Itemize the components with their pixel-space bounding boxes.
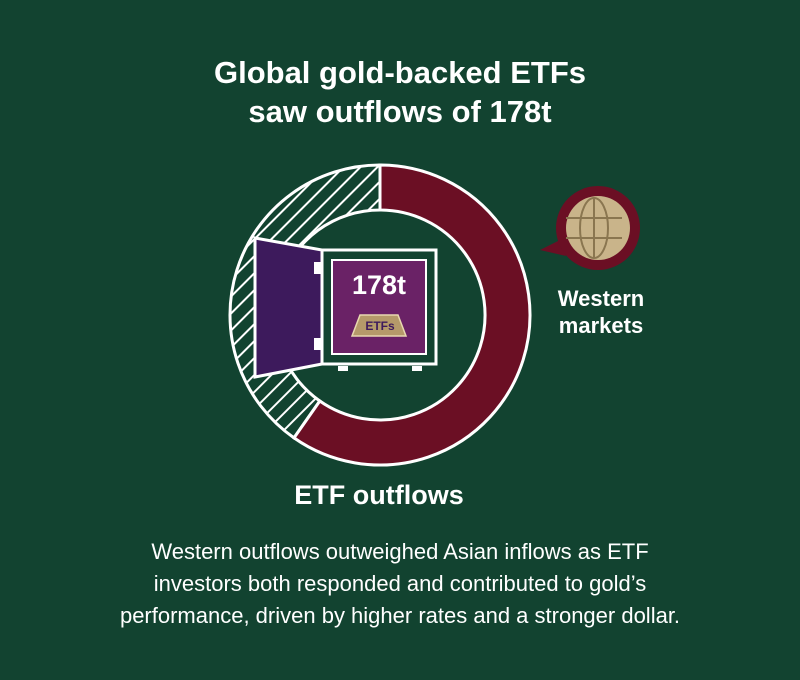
globe bbox=[566, 196, 630, 260]
title-line: Global gold-backed ETFs bbox=[214, 55, 586, 90]
region-label: markets bbox=[559, 313, 643, 338]
safe-door bbox=[253, 236, 324, 379]
globe-lines bbox=[566, 197, 622, 259]
description-line: performance, driven by higher rates and … bbox=[120, 603, 680, 628]
title-line: saw outflows of 178t bbox=[248, 94, 551, 129]
safe-inner bbox=[331, 259, 427, 355]
safe-foot bbox=[412, 366, 422, 371]
hinge bbox=[314, 338, 322, 350]
ring-label: ETF outflows bbox=[294, 480, 463, 510]
hinge bbox=[314, 262, 322, 274]
description-line: investors both responded and contributed… bbox=[154, 571, 647, 596]
gold-bar-label: ETFs bbox=[365, 319, 395, 333]
safe-foot bbox=[338, 366, 348, 371]
ring-outflow bbox=[291, 163, 532, 467]
region-label: Western bbox=[558, 286, 644, 311]
safe-amount: 178t bbox=[352, 270, 406, 300]
description-line: Western outflows outweighed Asian inflow… bbox=[151, 539, 648, 564]
gold-bar bbox=[350, 314, 408, 337]
